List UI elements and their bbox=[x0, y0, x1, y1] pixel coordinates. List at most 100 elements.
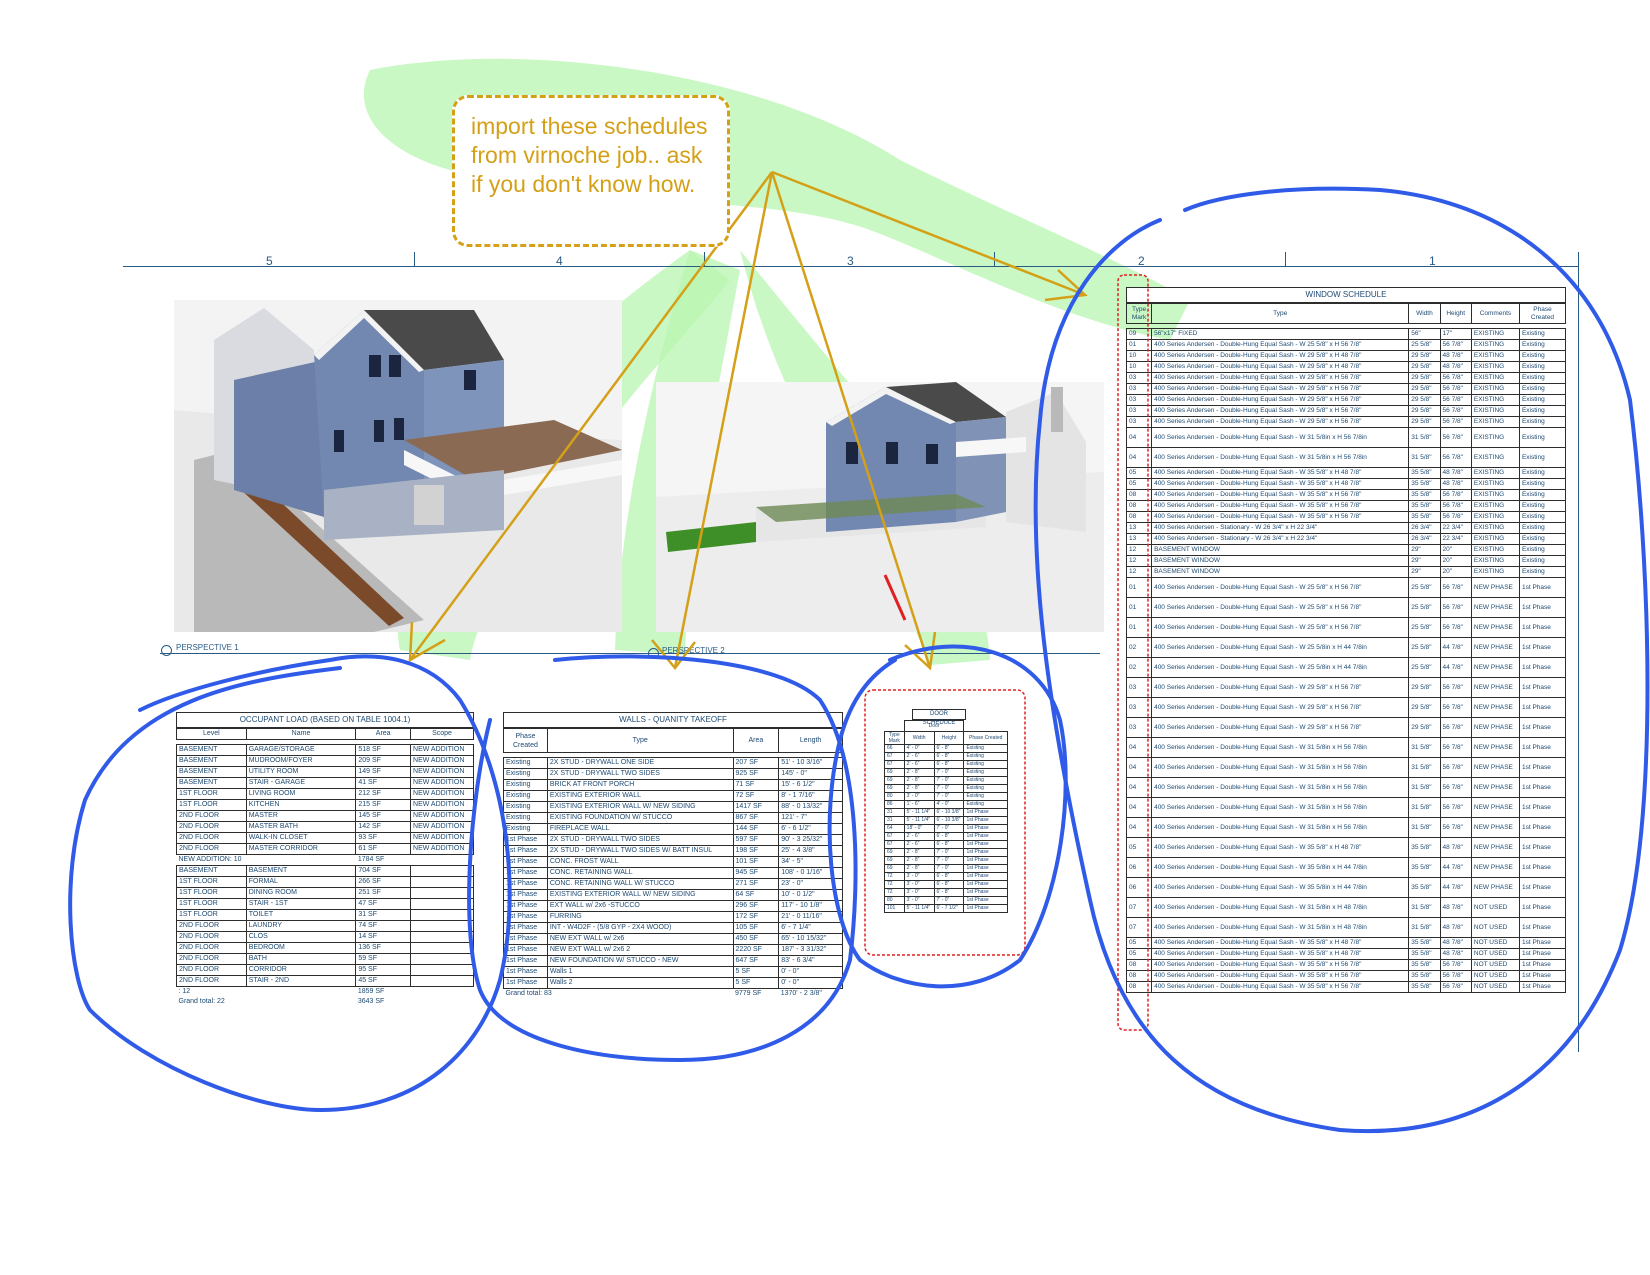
occupant-load-schedule[interactable]: OCCUPANT LOAD (BASED ON TABLE 1004.1) Le… bbox=[176, 712, 474, 1007]
window-row-cell: 07 bbox=[1125, 897, 1153, 918]
walls-row: Existing 2X STUD - DRYWALL TWO SIDES 925 S… bbox=[503, 768, 843, 780]
window-row-cell: Existing bbox=[1518, 447, 1567, 468]
window-row-cell: Existing bbox=[1518, 533, 1567, 545]
perspective-1-view[interactable] bbox=[174, 300, 622, 632]
window-row-cell: Existing bbox=[1518, 416, 1567, 428]
occupant-load-row-cell: 45 SF bbox=[355, 975, 412, 987]
door-row-cell: 2' - 6" bbox=[903, 752, 935, 761]
door-row-cell: 18' - 0" bbox=[903, 824, 935, 833]
perspective-2-view[interactable] bbox=[656, 382, 1104, 632]
grid-line-bottom bbox=[160, 653, 1100, 654]
window-row-cell: EXISTING bbox=[1470, 405, 1520, 417]
walls-grand-total-cell: 1370' - 2 3/8" bbox=[780, 990, 822, 997]
door-row-cell: 7' - 0" bbox=[933, 864, 965, 873]
window-row-cell: 31 5/8" bbox=[1408, 797, 1441, 818]
door-row-cell: Existing bbox=[963, 800, 1008, 809]
occupant-load-row-cell: TOILET bbox=[245, 909, 357, 921]
window-row-cell: 01 bbox=[1125, 597, 1153, 618]
occupant-load-row-cell: 2ND FLOOR bbox=[176, 964, 247, 976]
door-row-cell: 69 bbox=[884, 848, 905, 857]
occupant-load-subtotal-cell: 1859 SF bbox=[357, 988, 385, 995]
door-row: 64 18' - 0" 7' - 0" 1st Phase bbox=[884, 824, 1008, 833]
walls-takeoff-title: WALLS - QUANITY TAKEOFF bbox=[503, 712, 843, 728]
walls-row-cell: 647 SF bbox=[732, 955, 780, 967]
door-row-cell: 7' - 0" bbox=[933, 848, 965, 857]
window-row-cell: 400 Series Andersen - Double-Hung Equal … bbox=[1151, 617, 1410, 638]
walls-row-cell: 945 SF bbox=[732, 867, 780, 879]
window-row-cell: 400 Series Andersen - Double-Hung Equal … bbox=[1151, 777, 1410, 798]
window-row-cell: 400 Series Andersen - Double-Hung Equal … bbox=[1151, 383, 1410, 395]
window-row-cell: 1st Phase bbox=[1518, 577, 1567, 598]
walls-takeoff-schedule[interactable]: WALLS - QUANITY TAKEOFF Phase Created Ty… bbox=[503, 712, 843, 999]
window-row-cell: 56 7/8" bbox=[1439, 511, 1472, 523]
door-row-cell: 3' - 0" bbox=[903, 880, 935, 889]
window-row-cell: 1st Phase bbox=[1518, 777, 1567, 798]
occupant-load-title: OCCUPANT LOAD (BASED ON TABLE 1004.1) bbox=[176, 712, 474, 728]
occupant-load-row-cell: 142 SF bbox=[355, 821, 412, 833]
window-row-cell: 12 bbox=[1125, 544, 1153, 556]
door-row: 66 4' - 0" 6' - 8" Existing bbox=[884, 744, 1008, 753]
door-row-cell: 1st Phase bbox=[963, 816, 1008, 825]
window-row: 05 400 Series Andersen - Double-Hung Equa… bbox=[1125, 467, 1567, 479]
annotation-callout[interactable]: import these schedules from virnoche job… bbox=[452, 95, 730, 247]
window-row-cell: 56 7/8" bbox=[1439, 597, 1472, 618]
window-row-cell: 1st Phase bbox=[1518, 717, 1567, 738]
walls-grand-total-cell: 9779 SF bbox=[735, 990, 762, 997]
window-row-cell: 1st Phase bbox=[1518, 959, 1567, 971]
door-row: 80 3' - 0" 7' - 0" Existing bbox=[884, 792, 1008, 801]
walls-row: Existing FIREPLACE WALL 144 SF 6' - 6 1/2" bbox=[503, 823, 843, 835]
occupant-load-row-cell bbox=[410, 865, 474, 877]
occupant-load-row-cell: 145 SF bbox=[355, 810, 412, 822]
window-row-cell: 05 bbox=[1125, 937, 1153, 949]
window-row-cell: 400 Series Andersen - Double-Hung Equal … bbox=[1151, 361, 1410, 373]
door-row-cell: 6' - 8" bbox=[933, 880, 965, 889]
walls-row-cell: 296 SF bbox=[732, 900, 780, 912]
walls-row-cell: 72 SF bbox=[732, 790, 780, 802]
occupant-load-row-cell: GARAGE/STORAGE bbox=[245, 744, 357, 756]
window-row-cell: 400 Series Andersen - Double-Hung Equal … bbox=[1151, 917, 1410, 938]
walls-row-cell: 1st Phase bbox=[503, 966, 548, 978]
grid-number-5: 5 bbox=[266, 254, 273, 268]
walls-row-cell: 2X STUD - DRYWALL TWO SIDES W/ BATT INSU… bbox=[546, 845, 734, 857]
door-row: 86 1' - 6" 4' - 0" Existing bbox=[884, 800, 1008, 809]
window-row-cell: 29 5/8" bbox=[1408, 717, 1441, 738]
walls-row-cell: 51' - 10 3/16" bbox=[778, 757, 843, 769]
window-row-cell: 400 Series Andersen - Double-Hung Equal … bbox=[1151, 597, 1410, 618]
window-row-cell: 29 5/8" bbox=[1408, 405, 1441, 417]
door-row-cell: 69 bbox=[884, 768, 905, 777]
window-row-cell: 44 7/8" bbox=[1439, 857, 1472, 878]
perspective-1-marker bbox=[161, 645, 172, 656]
window-row-cell: 1st Phase bbox=[1518, 697, 1567, 718]
window-row-cell: 29 5/8" bbox=[1408, 350, 1441, 362]
window-row-cell: 31 5/8" bbox=[1408, 917, 1441, 938]
door-schedule[interactable]: DOOR SCHEDULE Door Type Mark Width Heigh… bbox=[884, 709, 1008, 913]
window-row-cell: NEW PHASE bbox=[1470, 577, 1520, 598]
window-row-cell: 35 5/8" bbox=[1408, 837, 1441, 858]
window-row: 10 400 Series Andersen - Double-Hung Equa… bbox=[1125, 350, 1567, 362]
door-row-cell: 1st Phase bbox=[963, 872, 1008, 881]
door-row-cell: Existing bbox=[963, 752, 1008, 761]
window-row-cell: 56 7/8" bbox=[1439, 416, 1472, 428]
occupant-load-row: 1ST FLOOR STAIR - 1ST 47 SF bbox=[176, 898, 474, 910]
door-row-cell: Existing bbox=[963, 768, 1008, 777]
col-header-width: Width bbox=[1408, 303, 1441, 324]
occupant-load-row: 2ND FLOOR STAIR - 2ND 45 SF bbox=[176, 975, 474, 987]
col-header-comments: Comments bbox=[1470, 303, 1520, 324]
walls-row-cell: Existing bbox=[503, 779, 548, 791]
walls-row: 1st Phase NEW EXT WALL w/ 2x6 450 SF 65' - … bbox=[503, 933, 843, 945]
door-row-cell: 80 bbox=[884, 896, 905, 905]
window-row-cell: 1st Phase bbox=[1518, 877, 1567, 898]
occupant-load-row-cell: 2ND FLOOR bbox=[176, 843, 247, 855]
window-row-cell: 03 bbox=[1125, 383, 1153, 395]
window-row-cell: Existing bbox=[1518, 328, 1567, 340]
col-header-scope: Scope bbox=[410, 728, 474, 740]
window-row-cell: 56 7/8" bbox=[1439, 577, 1472, 598]
window-row-cell: 48 7/8" bbox=[1439, 897, 1472, 918]
occupant-load-row-cell: 149 SF bbox=[355, 766, 412, 778]
window-schedule[interactable]: WINDOW SCHEDULE Type Mark Type Width Hei… bbox=[1125, 287, 1567, 993]
occupant-load-row-cell bbox=[410, 876, 474, 888]
window-row-cell: BASEMENT WINDOW bbox=[1151, 544, 1410, 556]
window-row-cell: 04 bbox=[1125, 817, 1153, 838]
door-row-cell: 1' - 6" bbox=[903, 800, 935, 809]
